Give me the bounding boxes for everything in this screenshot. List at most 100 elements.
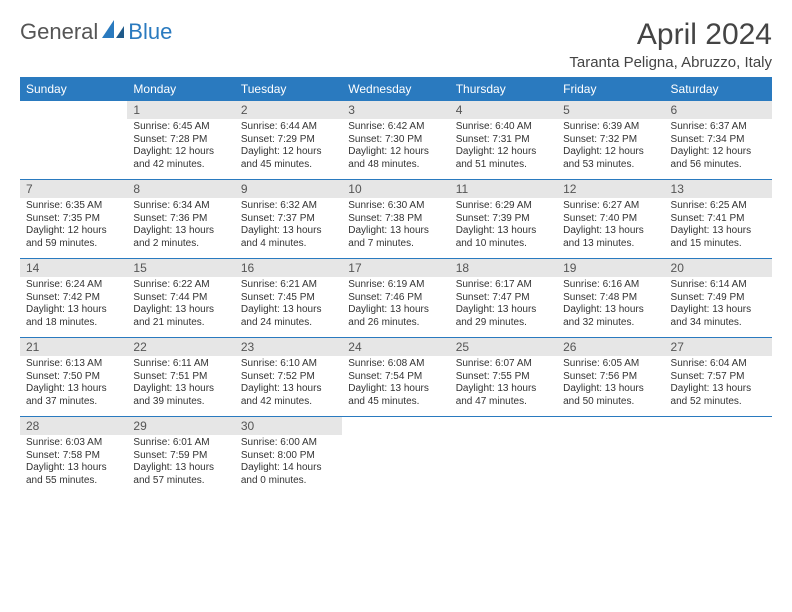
sunset-line: Sunset: 7:31 PM: [456, 134, 551, 147]
daylight-line: Daylight: 13 hours and 18 minutes.: [26, 304, 121, 329]
calendar-cell: 5Sunrise: 6:39 AMSunset: 7:32 PMDaylight…: [557, 101, 664, 180]
calendar-cell: 1Sunrise: 6:45 AMSunset: 7:28 PMDaylight…: [127, 101, 234, 180]
calendar-week-row: 21Sunrise: 6:13 AMSunset: 7:50 PMDayligh…: [20, 338, 772, 417]
sunset-line: Sunset: 7:35 PM: [26, 213, 121, 226]
daylight-line: Daylight: 13 hours and 32 minutes.: [563, 304, 658, 329]
calendar-cell: 24Sunrise: 6:08 AMSunset: 7:54 PMDayligh…: [342, 338, 449, 417]
sunrise-line: Sunrise: 6:44 AM: [241, 121, 336, 134]
daylight-line: Daylight: 12 hours and 51 minutes.: [456, 146, 551, 171]
month-title: April 2024: [569, 18, 772, 52]
calendar-cell: 6Sunrise: 6:37 AMSunset: 7:34 PMDaylight…: [665, 101, 772, 180]
day-number: 4: [450, 101, 557, 119]
sunrise-line: Sunrise: 6:21 AM: [241, 279, 336, 292]
sunset-line: Sunset: 7:52 PM: [241, 371, 336, 384]
sunset-line: Sunset: 7:28 PM: [133, 134, 228, 147]
day-body: Sunrise: 6:03 AMSunset: 7:58 PMDaylight:…: [20, 435, 127, 495]
daylight-line: Daylight: 13 hours and 57 minutes.: [133, 462, 228, 487]
day-body: Sunrise: 6:04 AMSunset: 7:57 PMDaylight:…: [665, 356, 772, 416]
sunrise-line: Sunrise: 6:39 AM: [563, 121, 658, 134]
daylight-line: Daylight: 12 hours and 45 minutes.: [241, 146, 336, 171]
sunrise-line: Sunrise: 6:17 AM: [456, 279, 551, 292]
day-number: 6: [665, 101, 772, 119]
header: General Blue April 2024 Taranta Peligna,…: [20, 18, 772, 71]
sunset-line: Sunset: 7:36 PM: [133, 213, 228, 226]
sunrise-line: Sunrise: 6:10 AM: [241, 358, 336, 371]
daylight-line: Daylight: 13 hours and 34 minutes.: [671, 304, 766, 329]
logo-sail-icon: [100, 18, 126, 45]
sunrise-line: Sunrise: 6:35 AM: [26, 200, 121, 213]
calendar-cell: 14Sunrise: 6:24 AMSunset: 7:42 PMDayligh…: [20, 259, 127, 338]
calendar-cell: 16Sunrise: 6:21 AMSunset: 7:45 PMDayligh…: [235, 259, 342, 338]
calendar-cell: 7Sunrise: 6:35 AMSunset: 7:35 PMDaylight…: [20, 180, 127, 259]
day-body: Sunrise: 6:11 AMSunset: 7:51 PMDaylight:…: [127, 356, 234, 416]
calendar-cell: 27Sunrise: 6:04 AMSunset: 7:57 PMDayligh…: [665, 338, 772, 417]
sunset-line: Sunset: 7:46 PM: [348, 292, 443, 305]
calendar-week-row: 7Sunrise: 6:35 AMSunset: 7:35 PMDaylight…: [20, 180, 772, 259]
sunset-line: Sunset: 7:54 PM: [348, 371, 443, 384]
day-body: Sunrise: 6:00 AMSunset: 8:00 PMDaylight:…: [235, 435, 342, 495]
day-number: 16: [235, 259, 342, 277]
day-body: Sunrise: 6:25 AMSunset: 7:41 PMDaylight:…: [665, 198, 772, 258]
day-body: Sunrise: 6:07 AMSunset: 7:55 PMDaylight:…: [450, 356, 557, 416]
calendar-cell: 18Sunrise: 6:17 AMSunset: 7:47 PMDayligh…: [450, 259, 557, 338]
sunrise-line: Sunrise: 6:24 AM: [26, 279, 121, 292]
location-text: Taranta Peligna, Abruzzo, Italy: [569, 54, 772, 71]
calendar-cell: 19Sunrise: 6:16 AMSunset: 7:48 PMDayligh…: [557, 259, 664, 338]
daylight-line: Daylight: 13 hours and 45 minutes.: [348, 383, 443, 408]
day-number: 27: [665, 338, 772, 356]
day-number: 29: [127, 417, 234, 435]
daylight-line: Daylight: 13 hours and 50 minutes.: [563, 383, 658, 408]
daylight-line: Daylight: 14 hours and 0 minutes.: [241, 462, 336, 487]
calendar-week-row: 14Sunrise: 6:24 AMSunset: 7:42 PMDayligh…: [20, 259, 772, 338]
daylight-line: Daylight: 13 hours and 4 minutes.: [241, 225, 336, 250]
daylight-line: Daylight: 13 hours and 13 minutes.: [563, 225, 658, 250]
day-number: 24: [342, 338, 449, 356]
sunrise-line: Sunrise: 6:42 AM: [348, 121, 443, 134]
daylight-line: Daylight: 13 hours and 26 minutes.: [348, 304, 443, 329]
logo: General Blue: [20, 18, 172, 45]
day-number: 22: [127, 338, 234, 356]
sunrise-line: Sunrise: 6:03 AM: [26, 437, 121, 450]
sunrise-line: Sunrise: 6:45 AM: [133, 121, 228, 134]
day-body: Sunrise: 6:08 AMSunset: 7:54 PMDaylight:…: [342, 356, 449, 416]
sunrise-line: Sunrise: 6:30 AM: [348, 200, 443, 213]
day-body: Sunrise: 6:32 AMSunset: 7:37 PMDaylight:…: [235, 198, 342, 258]
calendar-cell: 23Sunrise: 6:10 AMSunset: 7:52 PMDayligh…: [235, 338, 342, 417]
sunrise-line: Sunrise: 6:22 AM: [133, 279, 228, 292]
calendar-cell: 11Sunrise: 6:29 AMSunset: 7:39 PMDayligh…: [450, 180, 557, 259]
calendar-cell: 13Sunrise: 6:25 AMSunset: 7:41 PMDayligh…: [665, 180, 772, 259]
sunrise-line: Sunrise: 6:27 AM: [563, 200, 658, 213]
daylight-line: Daylight: 12 hours and 48 minutes.: [348, 146, 443, 171]
day-number: 23: [235, 338, 342, 356]
logo-text-blue: Blue: [128, 19, 172, 45]
calendar-cell: [665, 417, 772, 496]
daylight-line: Daylight: 13 hours and 47 minutes.: [456, 383, 551, 408]
sunrise-line: Sunrise: 6:14 AM: [671, 279, 766, 292]
day-body: Sunrise: 6:30 AMSunset: 7:38 PMDaylight:…: [342, 198, 449, 258]
sunset-line: Sunset: 7:34 PM: [671, 134, 766, 147]
day-number: 1: [127, 101, 234, 119]
day-number: 2: [235, 101, 342, 119]
day-number: 11: [450, 180, 557, 198]
sunrise-line: Sunrise: 6:40 AM: [456, 121, 551, 134]
day-body: Sunrise: 6:22 AMSunset: 7:44 PMDaylight:…: [127, 277, 234, 337]
day-body: Sunrise: 6:44 AMSunset: 7:29 PMDaylight:…: [235, 119, 342, 179]
daylight-line: Daylight: 13 hours and 37 minutes.: [26, 383, 121, 408]
day-number: 21: [20, 338, 127, 356]
weekday-header-row: Sunday Monday Tuesday Wednesday Thursday…: [20, 77, 772, 101]
sunset-line: Sunset: 7:39 PM: [456, 213, 551, 226]
calendar-cell: 17Sunrise: 6:19 AMSunset: 7:46 PMDayligh…: [342, 259, 449, 338]
weekday-thursday: Thursday: [450, 77, 557, 101]
sunset-line: Sunset: 7:49 PM: [671, 292, 766, 305]
daylight-line: Daylight: 13 hours and 52 minutes.: [671, 383, 766, 408]
weekday-monday: Monday: [127, 77, 234, 101]
day-body: Sunrise: 6:13 AMSunset: 7:50 PMDaylight:…: [20, 356, 127, 416]
day-number: 26: [557, 338, 664, 356]
weekday-tuesday: Tuesday: [235, 77, 342, 101]
sunrise-line: Sunrise: 6:00 AM: [241, 437, 336, 450]
sunset-line: Sunset: 8:00 PM: [241, 450, 336, 463]
sunrise-line: Sunrise: 6:13 AM: [26, 358, 121, 371]
sunset-line: Sunset: 7:45 PM: [241, 292, 336, 305]
sunrise-line: Sunrise: 6:08 AM: [348, 358, 443, 371]
sunrise-line: Sunrise: 6:04 AM: [671, 358, 766, 371]
